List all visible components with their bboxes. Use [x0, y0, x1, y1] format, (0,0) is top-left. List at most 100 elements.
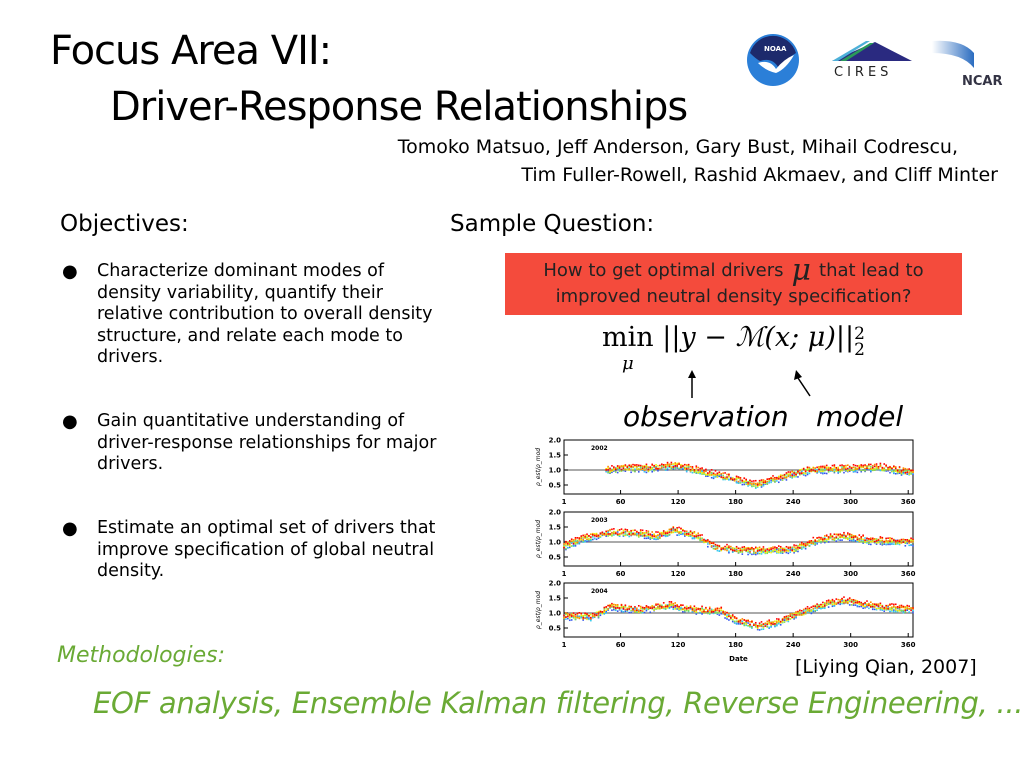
data-point — [902, 538, 905, 541]
data-point — [626, 468, 629, 471]
data-point — [772, 475, 774, 477]
data-point — [762, 549, 765, 552]
data-point — [630, 529, 632, 532]
data-point — [889, 541, 891, 543]
methodologies-heading: Methodologies: — [57, 643, 226, 668]
data-point — [668, 605, 671, 608]
data-point — [881, 544, 884, 546]
data-point — [643, 531, 646, 534]
data-point — [584, 614, 586, 617]
data-point — [852, 599, 855, 601]
data-point — [614, 604, 617, 606]
data-point — [695, 610, 698, 613]
data-point — [799, 547, 801, 549]
data-point — [777, 548, 780, 550]
data-point — [613, 603, 615, 606]
data-point — [785, 473, 788, 476]
data-point — [613, 528, 615, 530]
data-point — [674, 466, 677, 468]
data-point — [787, 616, 790, 619]
data-point — [864, 464, 866, 466]
data-point — [607, 533, 609, 535]
data-point — [716, 612, 719, 614]
data-point — [691, 608, 694, 610]
data-point — [793, 548, 795, 551]
data-point — [647, 606, 650, 608]
data-point — [651, 536, 654, 539]
data-point — [572, 614, 575, 616]
data-point — [906, 540, 909, 543]
data-point — [910, 541, 912, 543]
data-point — [593, 615, 596, 617]
data-point — [848, 468, 851, 470]
data-point — [607, 604, 609, 607]
data-point — [620, 532, 623, 535]
data-point — [894, 543, 897, 546]
data-point — [639, 532, 642, 535]
data-point — [758, 484, 761, 487]
data-point — [845, 464, 847, 467]
data-point — [572, 545, 575, 547]
data-point — [714, 543, 717, 546]
data-point — [720, 548, 723, 551]
data-point — [847, 598, 849, 601]
data-point — [657, 465, 659, 467]
data-point — [758, 479, 761, 482]
data-point — [818, 465, 820, 468]
data-point — [879, 537, 882, 539]
data-point — [825, 468, 828, 471]
data-point — [835, 598, 838, 600]
data-point — [856, 601, 859, 603]
data-point — [831, 467, 834, 470]
data-point — [881, 469, 884, 471]
data-point — [574, 616, 577, 619]
data-point — [651, 467, 654, 469]
data-point — [823, 607, 826, 610]
data-point — [567, 612, 569, 615]
data-point — [873, 467, 876, 470]
data-point — [875, 538, 878, 540]
data-point — [841, 597, 843, 600]
data-point — [563, 546, 565, 549]
data-point — [576, 612, 579, 615]
data-point — [720, 609, 723, 612]
data-point — [641, 532, 644, 534]
data-point — [843, 596, 845, 598]
data-point — [739, 482, 742, 484]
data-point — [651, 607, 654, 609]
data-point — [749, 548, 751, 550]
data-point — [616, 610, 619, 612]
data-point — [768, 626, 770, 629]
data-point — [875, 604, 878, 606]
data-point — [584, 617, 586, 619]
data-point — [657, 603, 659, 606]
data-point — [651, 463, 654, 466]
data-point — [751, 553, 753, 556]
data-point — [720, 476, 723, 478]
data-point — [770, 547, 772, 549]
data-point — [787, 618, 790, 620]
data-point — [856, 599, 859, 602]
data-point — [827, 536, 830, 538]
data-point — [707, 539, 709, 541]
y-tick-label: 2.0 — [549, 580, 562, 588]
data-point — [697, 469, 700, 472]
data-point — [613, 608, 615, 611]
data-point — [841, 600, 843, 602]
data-point — [574, 540, 577, 542]
data-point — [591, 616, 594, 618]
x-tick-label: 120 — [671, 570, 686, 578]
data-point — [580, 539, 583, 542]
data-point — [797, 610, 799, 613]
data-point — [831, 464, 834, 467]
data-point — [699, 536, 701, 539]
data-point — [768, 480, 770, 482]
data-point — [599, 610, 602, 613]
data-point — [603, 606, 606, 609]
data-point — [572, 616, 575, 619]
data-point — [852, 539, 855, 541]
data-point — [595, 614, 598, 617]
data-point — [699, 607, 701, 610]
data-point — [607, 608, 609, 610]
data-point — [910, 473, 912, 475]
